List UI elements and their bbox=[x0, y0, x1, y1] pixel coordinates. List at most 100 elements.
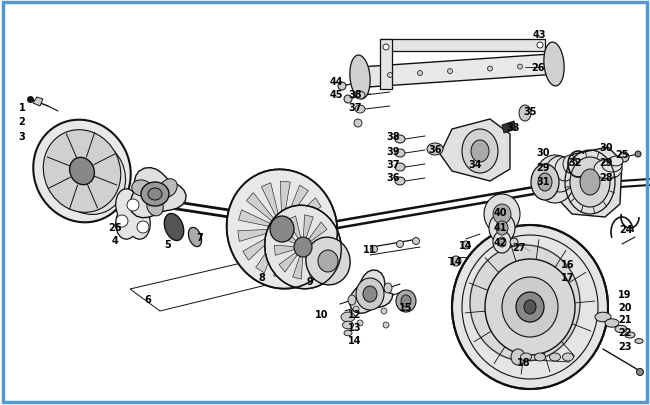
Ellipse shape bbox=[270, 216, 294, 243]
Polygon shape bbox=[130, 168, 186, 218]
Polygon shape bbox=[440, 120, 510, 181]
Ellipse shape bbox=[343, 321, 354, 329]
Text: 4: 4 bbox=[112, 235, 118, 245]
Text: 9: 9 bbox=[307, 276, 313, 286]
Text: 12: 12 bbox=[348, 309, 362, 319]
Circle shape bbox=[344, 96, 352, 104]
Text: 31: 31 bbox=[536, 177, 550, 187]
Ellipse shape bbox=[555, 158, 575, 181]
Polygon shape bbox=[286, 186, 308, 221]
Ellipse shape bbox=[395, 149, 405, 158]
Polygon shape bbox=[309, 239, 332, 249]
Ellipse shape bbox=[348, 295, 356, 305]
Text: 14: 14 bbox=[449, 256, 463, 266]
Ellipse shape bbox=[562, 353, 573, 361]
Polygon shape bbox=[558, 148, 622, 217]
Text: 29: 29 bbox=[599, 158, 613, 168]
Text: 6: 6 bbox=[145, 294, 151, 304]
Text: 14: 14 bbox=[348, 335, 362, 345]
Ellipse shape bbox=[148, 189, 162, 200]
Ellipse shape bbox=[605, 319, 619, 327]
Text: 13: 13 bbox=[348, 322, 362, 332]
Ellipse shape bbox=[350, 56, 370, 100]
Circle shape bbox=[537, 43, 543, 49]
Polygon shape bbox=[292, 254, 303, 279]
Text: 30: 30 bbox=[599, 143, 613, 153]
Text: 36: 36 bbox=[428, 145, 442, 155]
Ellipse shape bbox=[570, 158, 610, 207]
Circle shape bbox=[116, 215, 128, 228]
Ellipse shape bbox=[519, 106, 531, 121]
Ellipse shape bbox=[188, 228, 202, 247]
Ellipse shape bbox=[265, 206, 341, 289]
Polygon shape bbox=[305, 254, 318, 278]
Text: 10: 10 bbox=[315, 309, 329, 319]
Ellipse shape bbox=[384, 284, 392, 293]
Circle shape bbox=[338, 83, 346, 91]
Text: 17: 17 bbox=[561, 272, 575, 282]
Ellipse shape bbox=[294, 237, 312, 257]
Text: 26: 26 bbox=[109, 222, 122, 232]
Ellipse shape bbox=[524, 300, 536, 314]
Polygon shape bbox=[243, 234, 274, 260]
Text: 45: 45 bbox=[330, 90, 343, 100]
Ellipse shape bbox=[516, 292, 544, 322]
Ellipse shape bbox=[489, 213, 515, 243]
Circle shape bbox=[137, 222, 149, 233]
Ellipse shape bbox=[615, 326, 627, 333]
Text: 36: 36 bbox=[386, 173, 400, 183]
Ellipse shape bbox=[538, 174, 552, 192]
Polygon shape bbox=[308, 250, 330, 268]
Ellipse shape bbox=[511, 349, 525, 365]
Text: 26: 26 bbox=[531, 63, 545, 73]
Text: 37: 37 bbox=[348, 103, 362, 113]
Ellipse shape bbox=[55, 140, 125, 215]
Ellipse shape bbox=[132, 181, 151, 196]
Circle shape bbox=[635, 151, 641, 158]
Ellipse shape bbox=[502, 277, 558, 337]
Circle shape bbox=[383, 322, 389, 328]
Text: 21: 21 bbox=[618, 314, 632, 324]
Ellipse shape bbox=[625, 332, 635, 338]
Polygon shape bbox=[116, 189, 150, 240]
Text: 43: 43 bbox=[532, 30, 546, 40]
Circle shape bbox=[383, 45, 389, 51]
Polygon shape bbox=[287, 216, 302, 241]
Ellipse shape bbox=[147, 197, 163, 216]
Ellipse shape bbox=[33, 120, 131, 223]
Text: 34: 34 bbox=[468, 160, 482, 170]
Text: 30: 30 bbox=[536, 148, 550, 158]
Ellipse shape bbox=[534, 353, 545, 361]
Polygon shape bbox=[307, 222, 327, 243]
Ellipse shape bbox=[580, 170, 600, 196]
Text: 11: 11 bbox=[363, 244, 377, 254]
Polygon shape bbox=[380, 40, 392, 90]
Text: 16: 16 bbox=[561, 259, 575, 269]
Ellipse shape bbox=[355, 92, 365, 100]
Text: 14: 14 bbox=[460, 241, 473, 250]
Ellipse shape bbox=[164, 214, 184, 241]
Ellipse shape bbox=[595, 312, 611, 322]
Text: 7: 7 bbox=[197, 232, 203, 243]
Text: 41: 41 bbox=[493, 222, 507, 232]
Text: 39: 39 bbox=[386, 147, 400, 157]
Ellipse shape bbox=[535, 156, 575, 203]
Polygon shape bbox=[291, 232, 326, 249]
Ellipse shape bbox=[159, 179, 177, 198]
Ellipse shape bbox=[471, 141, 489, 162]
Polygon shape bbox=[285, 239, 303, 275]
Polygon shape bbox=[292, 217, 326, 229]
Ellipse shape bbox=[493, 231, 511, 254]
Ellipse shape bbox=[363, 286, 377, 302]
Text: 5: 5 bbox=[164, 239, 172, 249]
Ellipse shape bbox=[44, 130, 121, 213]
Ellipse shape bbox=[427, 144, 443, 156]
Polygon shape bbox=[246, 193, 276, 223]
Polygon shape bbox=[380, 40, 545, 52]
Text: 20: 20 bbox=[618, 302, 632, 312]
Ellipse shape bbox=[462, 130, 498, 174]
Ellipse shape bbox=[496, 222, 508, 235]
Text: 1: 1 bbox=[19, 103, 25, 113]
Text: 15: 15 bbox=[399, 302, 413, 312]
Circle shape bbox=[510, 239, 518, 246]
